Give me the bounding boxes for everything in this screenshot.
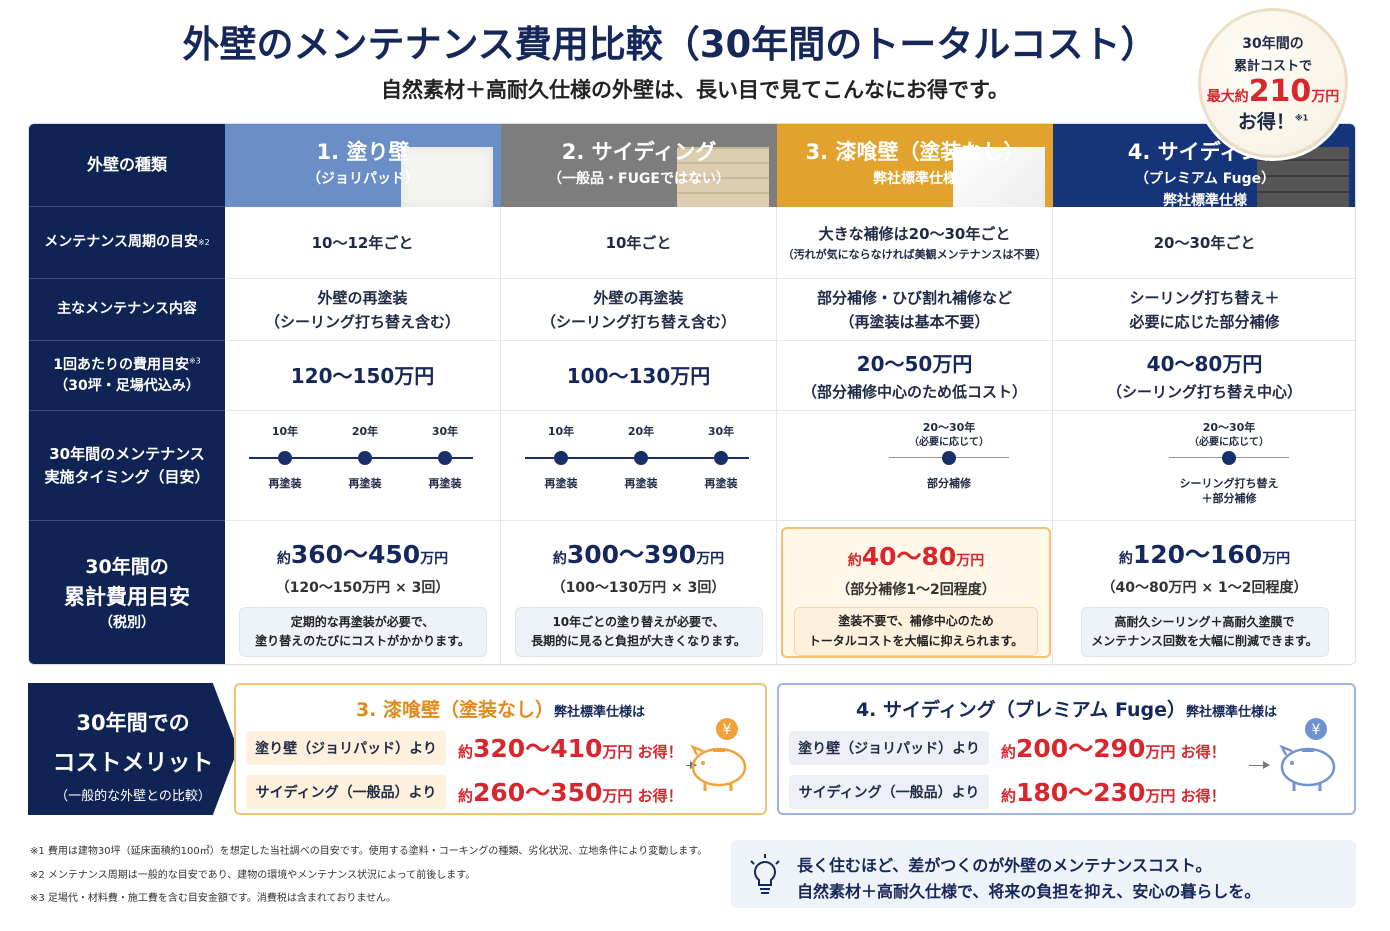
compare-pill: サイディング（一般品）より bbox=[789, 775, 989, 809]
badge-line1: 30年間の bbox=[1242, 36, 1304, 52]
column-header-1: 1. 塗り壁 （ジョリパッド） bbox=[225, 124, 501, 207]
timeline-dot bbox=[358, 451, 372, 465]
badge-amount: 最大約210万円 bbox=[1206, 74, 1340, 109]
timing-cell: 20〜30年 （必要に応じて） シーリング打ち替え ＋部分補修 bbox=[1053, 411, 1355, 521]
row-label-content: 主なメンテナンス内容 bbox=[29, 279, 225, 341]
cost-cell: 100〜130万円 bbox=[501, 341, 777, 411]
tip-line1: 長く住むほど、差がつくのが外壁のメンテナンスコスト。 bbox=[797, 856, 1212, 875]
material-swatch bbox=[677, 147, 769, 207]
savings-amount: 約180〜230万円 お得！ bbox=[1001, 778, 1226, 807]
timeline-dot bbox=[634, 451, 648, 465]
row-label-type: 外壁の種類 bbox=[29, 124, 225, 207]
cycle-cell: 大きな補修は20〜30年ごと （汚れが気にならなければ美観メンテナンスは不要） bbox=[777, 207, 1053, 279]
savings-amount: 約200〜290万円 お得！ bbox=[1001, 734, 1226, 763]
timeline-dot bbox=[554, 451, 568, 465]
total-cell: 約120〜160万円 （40〜80万円 × 1〜2回程度） 高耐久シーリング＋高… bbox=[1053, 521, 1355, 664]
timing-cell: 20〜30年 （必要に応じて） 部分補修 bbox=[777, 411, 1053, 521]
highlight-total: 約40〜80万円 （部分補修1〜2回程度） 塗装不要で、補修中心のため トータルコ… bbox=[783, 529, 1049, 656]
timeline-dot bbox=[942, 451, 956, 465]
piggy-bank-icon: ¥ bbox=[690, 718, 747, 791]
content-cell: シーリング打ち替え＋ 必要に応じた部分補修 bbox=[1053, 279, 1355, 341]
cycle-cell: 10年ごと bbox=[501, 207, 777, 279]
savings-badge: 30年間の 累計コストで 最大約210万円 お得！※1 bbox=[1198, 8, 1348, 158]
comparison-table: 外壁の種類 メンテナンス周期の目安 ※2 主なメンテナンス内容 1回あたりの費用目… bbox=[28, 123, 1356, 665]
footnote-3: ※3 足場代・材料費・施工費を含む目安金額です。消費税は含まれておりません。 bbox=[30, 893, 397, 904]
content-cell: 部分補修・ひび割れ補修など （再塗装は基本不要） bbox=[777, 279, 1053, 341]
compare-pill: サイディング（一般品）より bbox=[246, 775, 446, 809]
svg-text:¥: ¥ bbox=[1312, 722, 1321, 738]
cost-merit-header: 30年間での コストメリット （一般的な外壁との比較） bbox=[28, 683, 238, 815]
content-cell: 外壁の再塗装 （シーリング打ち替え含む） bbox=[225, 279, 501, 341]
footnote-1: ※1 費用は建物30坪（延床面積約100㎡）を想定した当社調べの目安です。使用す… bbox=[30, 846, 708, 857]
svg-text:¥: ¥ bbox=[723, 722, 732, 738]
timeline-dot bbox=[438, 451, 452, 465]
total-cell: 約360〜450万円 （120〜150万円 × 3回） 定期的な再塗装が必要で、… bbox=[225, 521, 501, 664]
merit-panel-2: 4. サイディング（プレミアム Fuge）弊社標準仕様は 塗り壁（ジョリパッド）よ… bbox=[777, 683, 1356, 815]
compare-pill: 塗り壁（ジョリパッド）より bbox=[789, 731, 989, 765]
compare-pill: 塗り壁（ジョリパッド）より bbox=[246, 731, 446, 765]
row-label-timing: 30年間のメンテナンス 実施タイミング（目安） bbox=[29, 411, 225, 521]
timing-cell: 10年 再塗装 20年 再塗装 30年 再塗装 bbox=[501, 411, 777, 521]
lightbulb-icon bbox=[750, 854, 780, 894]
row-label-cost: 1回あたりの費用目安※3 （30坪・足場代込み） bbox=[29, 341, 225, 411]
tip-box: 長く住むほど、差がつくのが外壁のメンテナンスコスト。 自然素材＋高耐久仕様で、将… bbox=[731, 840, 1356, 908]
cost-cell: 120〜150万円 bbox=[225, 341, 501, 411]
cycle-cell: 10〜12年ごと bbox=[225, 207, 501, 279]
timeline-dot bbox=[714, 451, 728, 465]
page-title: 外壁のメンテナンス費用比較（30年間のトータルコスト） bbox=[182, 23, 1158, 66]
cycle-cell: 20〜30年ごと bbox=[1053, 207, 1355, 279]
tip-line2: 自然素材＋高耐久仕様で、将来の負担を抑え、安心の暮らしを。 bbox=[797, 882, 1261, 901]
footnote-2: ※2 メンテナンス周期は一般的な目安であり、建物の環境やメンテナンス状況によって… bbox=[30, 870, 476, 881]
timeline-dot bbox=[1222, 451, 1236, 465]
material-swatch bbox=[401, 147, 493, 207]
savings-amount: 約320〜410万円 お得！ bbox=[458, 734, 683, 763]
page-subtitle: 自然素材＋高耐久仕様の外壁は、長い目で見てこんなにお得です。 bbox=[381, 78, 1009, 102]
timeline-dot bbox=[278, 451, 292, 465]
savings-amount: 約260〜350万円 お得！ bbox=[458, 778, 683, 807]
badge-line4: お得！※1 bbox=[1237, 111, 1309, 133]
cost-cell: 40〜80万円 （シーリング打ち替え中心） bbox=[1053, 341, 1355, 411]
piggy-bank-icon: ¥ bbox=[1279, 718, 1336, 791]
cost-cell: 20〜50万円 （部分補修中心のため低コスト） bbox=[777, 341, 1053, 411]
badge-line2: 累計コストで bbox=[1233, 59, 1312, 74]
total-cell: 約300〜390万円 （100〜130万円 × 3回） 10年ごとの塗り替えが必… bbox=[501, 521, 777, 664]
row-label-cycle: メンテナンス周期の目安 ※2 bbox=[29, 207, 225, 279]
content-cell: 外壁の再塗装 （シーリング打ち替え含む） bbox=[501, 279, 777, 341]
column-header-2: 2. サイディング （一般品・FUGEではない） bbox=[501, 124, 777, 207]
merit-panel-1: 3. 漆喰壁（塗装なし）弊社標準仕様は 塗り壁（ジョリパッド）より 約320〜41… bbox=[234, 683, 767, 815]
column-header-3: 3. 漆喰壁（塗装なし） 弊社標準仕様 bbox=[777, 124, 1053, 207]
note-box: 定期的な再塗装が必要で、 塗り替えのたびにコストがかかります。 bbox=[238, 607, 487, 657]
timing-cell: 10年 再塗装 20年 再塗装 30年 再塗装 bbox=[225, 411, 501, 521]
row-label-total: 30年間の 累計費用目安 （税別） bbox=[29, 521, 225, 664]
note-box: 10年ごとの塗り替えが必要で、 長期的に見ると負担が大きくなります。 bbox=[514, 607, 763, 657]
material-swatch bbox=[953, 147, 1045, 207]
note-box: 高耐久シーリング＋高耐久塗膜で メンテナンス回数を大幅に削減できます。 bbox=[1080, 607, 1329, 657]
